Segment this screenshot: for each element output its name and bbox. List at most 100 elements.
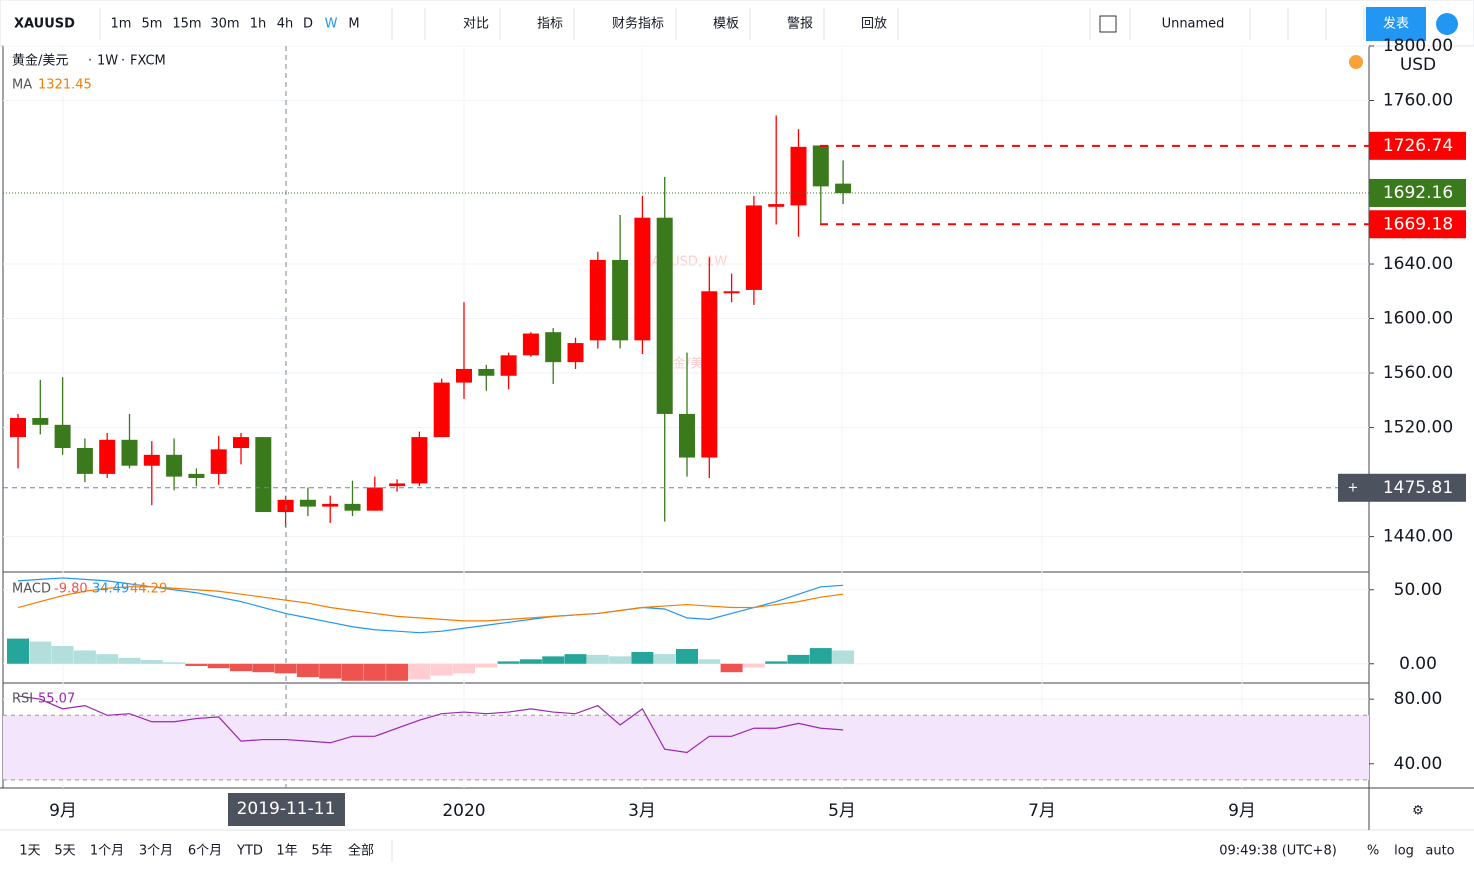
- macd-hist: [140, 660, 163, 664]
- macd-hist: [742, 663, 765, 668]
- layout-name[interactable]: Unnamed: [1162, 17, 1225, 32]
- candle-body: [589, 259, 606, 341]
- candle-body: [411, 437, 428, 484]
- candle-body: [679, 413, 695, 458]
- range[interactable]: 5年: [311, 844, 332, 859]
- macd-hist: [274, 663, 297, 674]
- candle-body: [500, 355, 517, 376]
- macd-value: 44.29: [130, 582, 167, 597]
- macd-hist: [720, 663, 743, 673]
- y-tick-label: 1640.00: [1383, 254, 1453, 274]
- macd-hist: [118, 657, 141, 664]
- candle-body: [366, 487, 383, 511]
- macd-hist: [51, 646, 74, 664]
- tool-button[interactable]: 财务指标: [612, 16, 664, 32]
- tool-button[interactable]: 对比: [463, 17, 489, 32]
- interval[interactable]: D: [303, 17, 313, 32]
- toolbar: [0, 0, 1474, 47]
- auto[interactable]: auto: [1425, 844, 1454, 859]
- rsi-label: RSI: [12, 692, 33, 707]
- time-label: 5月: [828, 801, 856, 821]
- tool-button[interactable]: 回放: [861, 17, 887, 32]
- range[interactable]: 3个月: [139, 844, 173, 859]
- tool-button[interactable]: 警报: [787, 16, 813, 32]
- legend-interval: 1W: [97, 54, 118, 69]
- tool-button[interactable]: 指标: [537, 17, 563, 32]
- macd-hist: [832, 650, 855, 664]
- macd-value: 34.49: [92, 582, 129, 597]
- interval[interactable]: 1h: [250, 17, 267, 32]
- crosshair-plus: +: [1348, 480, 1359, 495]
- y-tick-label: 0.00: [1399, 654, 1437, 674]
- candle-body: [389, 483, 406, 487]
- interval[interactable]: W: [325, 17, 338, 32]
- y-tick-label: 50.00: [1394, 580, 1443, 600]
- symbol[interactable]: XAUUSD: [14, 17, 75, 32]
- interval[interactable]: 5m: [142, 17, 163, 32]
- interval[interactable]: 15m: [172, 17, 201, 32]
- settings[interactable]: ⚙: [1412, 804, 1424, 819]
- candle-body: [812, 145, 829, 187]
- crosshair-price-tag: [1338, 473, 1466, 502]
- range[interactable]: 1个月: [90, 844, 124, 859]
- candle-body: [723, 291, 740, 294]
- candle-body: [768, 204, 785, 207]
- candle-body: [233, 437, 249, 448]
- candle-body: [433, 382, 450, 438]
- log[interactable]: log: [1394, 844, 1414, 859]
- price-tag-label: 1669.18: [1383, 214, 1453, 234]
- play[interactable]: [1436, 13, 1458, 35]
- range[interactable]: 6个月: [188, 844, 222, 859]
- macd-hist: [676, 648, 698, 664]
- range[interactable]: YTD: [236, 844, 263, 859]
- percent[interactable]: %: [1367, 844, 1379, 859]
- macd-hist: [564, 654, 587, 664]
- macd-hist: [386, 663, 409, 681]
- candle-body: [32, 418, 49, 425]
- crosshair-price: 1475.81: [1383, 478, 1453, 498]
- price-tag: [1369, 210, 1466, 239]
- candle-body: [54, 424, 71, 448]
- y-tick-label: 80.00: [1394, 689, 1443, 709]
- range[interactable]: 5天: [54, 844, 75, 859]
- macd-hist: [787, 654, 810, 664]
- checkbox[interactable]: [1099, 15, 1117, 33]
- interval[interactable]: 30m: [210, 17, 239, 32]
- range[interactable]: 1天: [19, 844, 40, 859]
- time-label: 3月: [628, 801, 656, 821]
- interval[interactable]: 1m: [111, 17, 132, 32]
- tool-button[interactable]: 模板: [713, 17, 739, 32]
- candle-body: [701, 291, 718, 458]
- ma-value: 1321.45: [38, 78, 92, 93]
- interval[interactable]: M: [348, 17, 359, 32]
- macd-value: -9.80: [54, 582, 88, 597]
- macd-hist: [207, 663, 230, 669]
- price-tag: [1369, 178, 1466, 207]
- clock: 09:49:38 (UTC+8): [1219, 844, 1337, 859]
- legend-symbol: 黄金/美元: [12, 53, 68, 69]
- macd-hist: [319, 663, 342, 679]
- legend-sep: ·: [88, 54, 92, 69]
- candle-body: [299, 499, 316, 507]
- candle-body: [835, 183, 852, 194]
- macd-hist: [453, 663, 475, 674]
- candle-body: [166, 454, 183, 477]
- publish[interactable]: 发表: [1383, 16, 1409, 32]
- y-tick-label: 1760.00: [1383, 91, 1453, 111]
- alert-icon[interactable]: [1349, 55, 1363, 69]
- interval[interactable]: 4h: [277, 17, 294, 32]
- rsi-value: 55.07: [38, 692, 75, 707]
- macd-hist: [586, 654, 609, 664]
- currency: USD: [1400, 55, 1436, 75]
- crosshair-date-tag: [228, 793, 345, 826]
- legend-exchange: FXCM: [130, 54, 166, 69]
- candle-body: [545, 332, 562, 363]
- macd-hist: [408, 663, 431, 680]
- publish-btn[interactable]: [1366, 7, 1426, 41]
- watermark: XAUUSD, 1W: [643, 255, 728, 270]
- range[interactable]: 全部: [348, 843, 374, 859]
- range[interactable]: 1年: [276, 844, 297, 859]
- macd-hist: [96, 654, 119, 664]
- macd-label: MACD: [12, 582, 51, 597]
